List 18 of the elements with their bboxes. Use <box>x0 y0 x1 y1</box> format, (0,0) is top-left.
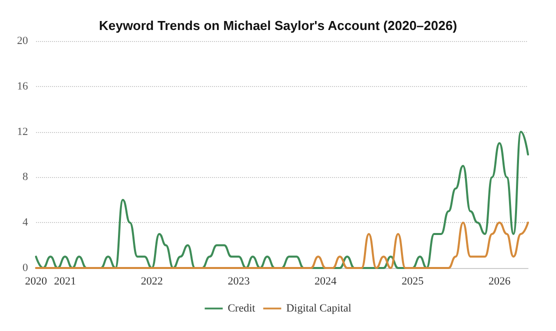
legend-label: Digital Capital <box>286 302 352 314</box>
y-tick-label: 0 <box>22 262 28 274</box>
y-tick-label: 4 <box>22 216 28 229</box>
y-tick-label: 12 <box>17 126 28 138</box>
x-tick-label: 2020 <box>25 276 48 288</box>
y-tick-label: 16 <box>17 80 28 92</box>
line-series <box>35 130 529 269</box>
x-tick-label: 2023 <box>228 276 250 288</box>
legend-label: Credit <box>228 302 256 314</box>
x-tick-label: 2021 <box>54 276 76 288</box>
x-tick-label: 2026 <box>488 276 511 288</box>
y-tick-label: 20 <box>17 35 28 47</box>
x-tick-label: 2025 <box>402 276 424 288</box>
line-series <box>35 222 529 269</box>
x-tick-label: 2024 <box>314 276 338 288</box>
chart-title: Keyword Trends on Michael Saylor's Account (2020–2026) <box>98 18 458 33</box>
x-tick-label: 2022 <box>140 276 163 288</box>
y-tick-label: 8 <box>22 171 28 184</box>
